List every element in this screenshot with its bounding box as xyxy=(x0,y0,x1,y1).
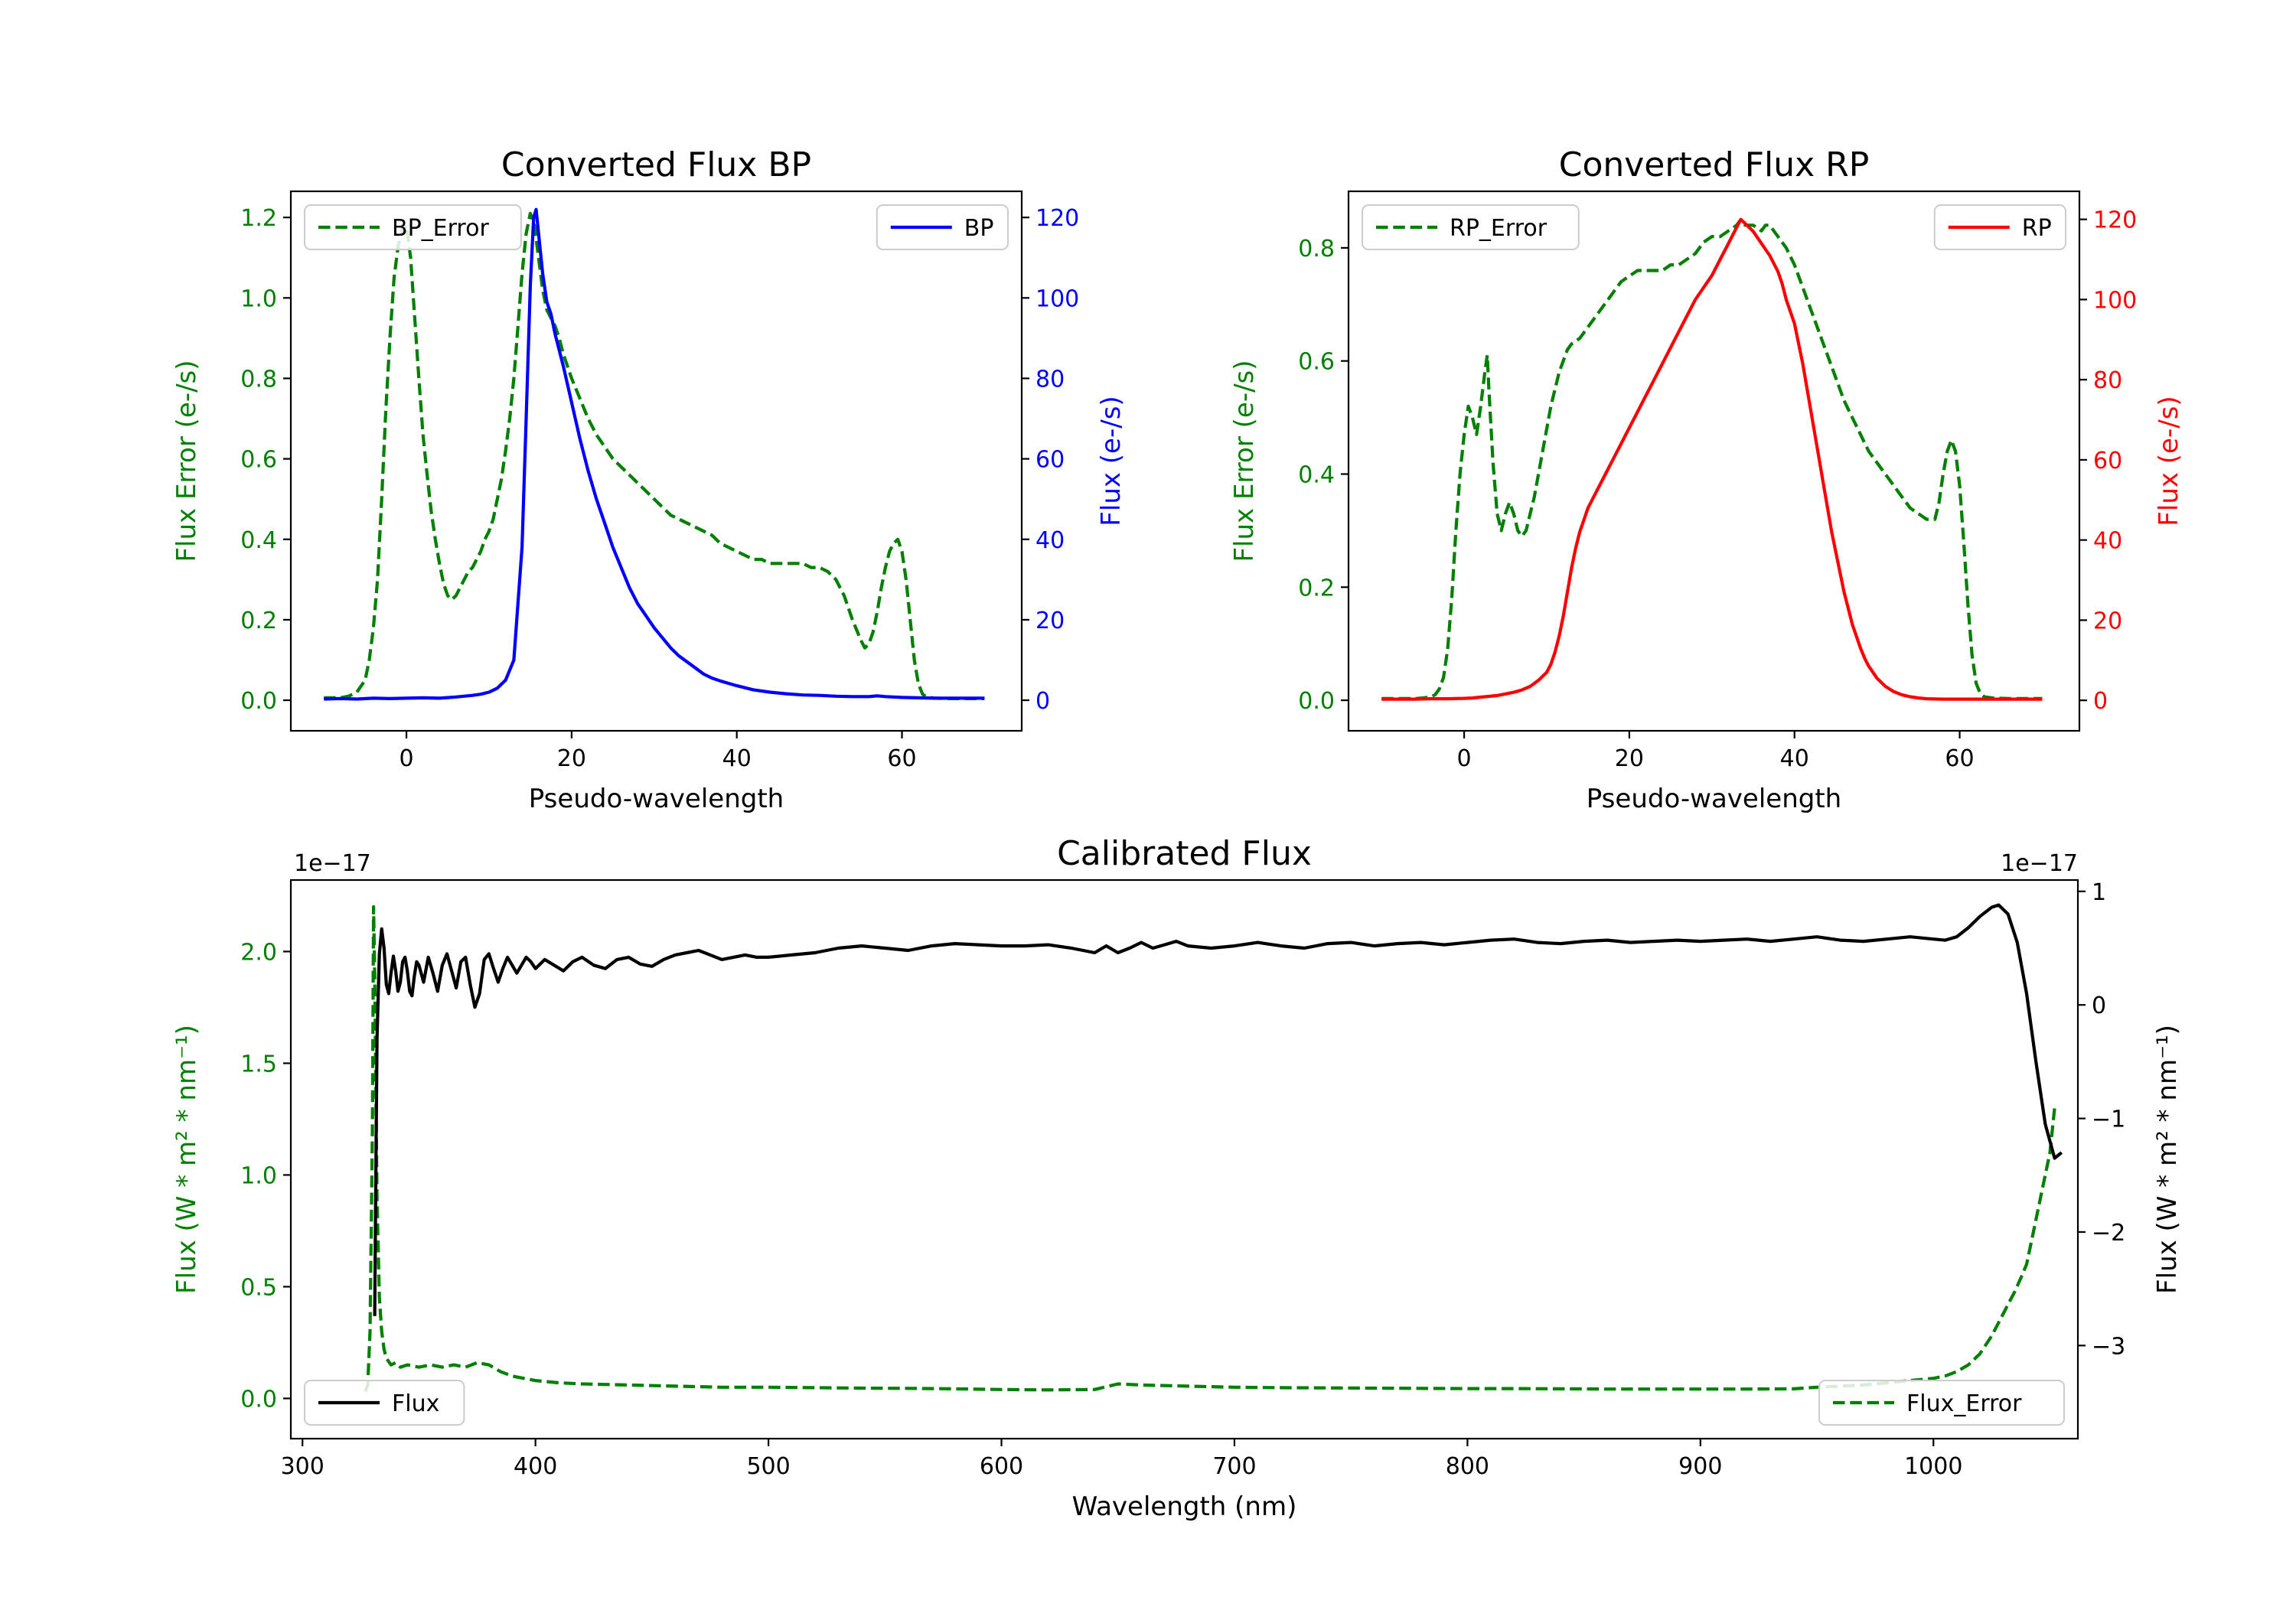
x-tick-label: 0 xyxy=(1457,745,1472,772)
chart-title: Calibrated Flux xyxy=(1057,834,1312,873)
chart-title: Converted Flux BP xyxy=(501,145,811,184)
series-line-RP xyxy=(1381,217,2043,701)
right-axis-offset: 1e−17 xyxy=(2001,850,2078,877)
y-axis-label-right: Flux (e-/s) xyxy=(2154,396,2184,526)
y-axis-label-left: Flux Error (e-/s) xyxy=(171,360,202,562)
x-tick-label: 700 xyxy=(1212,1453,1256,1480)
y-tick-label-right: 80 xyxy=(2093,367,2122,394)
series-line-Flux xyxy=(373,903,2063,1316)
plot-frame xyxy=(289,190,1023,732)
legend-label: Flux_Error xyxy=(1906,1390,2022,1417)
left-axis-offset: 1e−17 xyxy=(294,850,371,877)
y-tick-label-left: 0.6 xyxy=(240,447,277,474)
chart-bp: 0 20 40 60 0.0 0.2 0.4 0.6 0.8 1.0 1.2 0 20 40 60 80 100… xyxy=(171,145,1127,814)
legend-label: BP xyxy=(964,215,994,242)
y-tick-label-right: 100 xyxy=(2093,287,2137,314)
series-line-RP_Error xyxy=(1381,217,2043,700)
y-tick-label-right: 0 xyxy=(1035,688,1050,715)
y-tick-label-left: 0.8 xyxy=(240,366,277,393)
plot-area xyxy=(364,903,2063,1393)
y-axis-label-left: Flux Error (e-/s) xyxy=(1229,360,1260,562)
legend-Flux: Flux xyxy=(304,1380,465,1426)
y-axis-label-left: Flux (W * m² * nm⁻¹) xyxy=(171,1025,202,1294)
legend-label: BP_Error xyxy=(392,215,489,242)
legend-BP: BP xyxy=(876,204,1009,250)
y-tick-label-left: 0.5 xyxy=(240,1274,277,1301)
x-axis-label: Pseudo-wavelength xyxy=(529,784,784,814)
x-tick-label: 300 xyxy=(281,1453,325,1480)
y-tick-label-right: 60 xyxy=(1035,447,1065,474)
y-tick-label-left: 1.0 xyxy=(240,1162,277,1189)
legend-Flux_Error: Flux_Error xyxy=(1818,1380,2065,1426)
y-tick-label-right: 20 xyxy=(1035,608,1065,634)
chart-rp: 0 20 40 60 0.0 0.2 0.4 0.6 0.8 0 20 40 60 80 100 120 Con… xyxy=(1229,145,2184,814)
y-tick-label-left: 0.2 xyxy=(1298,575,1335,601)
y-axis-label-right: Flux (W * m² * nm⁻¹) xyxy=(2152,1025,2183,1294)
y-tick-label-left: 0.8 xyxy=(1298,236,1335,262)
y-tick-label-left: 0.4 xyxy=(240,527,277,554)
x-tick-label: 900 xyxy=(1678,1453,1722,1480)
x-tick-label: 60 xyxy=(1945,745,1974,772)
y-tick-label-right: 120 xyxy=(2093,207,2137,234)
y-tick-label-left: 0.0 xyxy=(240,688,277,715)
y-tick-label-left: 2.0 xyxy=(240,939,277,966)
x-tick-label: 60 xyxy=(887,745,916,772)
series-line-Flux_Error xyxy=(364,905,2056,1393)
y-tick-label-right: 80 xyxy=(1035,366,1065,393)
plot-frame xyxy=(289,878,2079,1440)
y-tick-label-right: 100 xyxy=(1035,285,1079,312)
y-tick-label-left: 0.6 xyxy=(1298,349,1335,376)
plot-area xyxy=(1381,217,2043,701)
y-tick-label-left: 1.2 xyxy=(240,205,277,232)
legend-label: Flux xyxy=(392,1390,439,1417)
y-tick-label-left: 0.4 xyxy=(1298,461,1335,488)
legend-box xyxy=(304,204,522,250)
x-tick-label: 40 xyxy=(1780,745,1809,772)
y-tick-label-left: 0.0 xyxy=(240,1386,277,1413)
x-tick-label: 400 xyxy=(514,1453,557,1480)
y-tick-label-right: 0 xyxy=(2092,993,2106,1019)
legend-box xyxy=(1362,204,1580,250)
x-tick-label: 600 xyxy=(980,1453,1023,1480)
y-tick-label-left: 1.5 xyxy=(240,1051,277,1077)
chart-calibrated: 300 400 500 600 700 800 900 1000 0.0 0.5 1.0 1.5 2.0… xyxy=(171,834,2183,1522)
legend-box xyxy=(304,1380,465,1426)
y-tick-label-right: 60 xyxy=(2093,448,2122,474)
y-tick-label-right: 40 xyxy=(2093,528,2122,555)
y-tick-label-right: −3 xyxy=(2092,1333,2125,1360)
y-tick-label-right: 120 xyxy=(1035,205,1079,232)
legend-BP_Error: BP_Error xyxy=(304,204,522,250)
legend-RP: RP xyxy=(1933,204,2067,250)
x-tick-label: 1000 xyxy=(1904,1453,1962,1480)
legend-label: RP xyxy=(2022,215,2052,242)
plot-frame xyxy=(1347,190,2081,732)
x-tick-label: 20 xyxy=(1615,745,1644,772)
x-tick-label: 800 xyxy=(1446,1453,1489,1480)
chart-title: Converted Flux RP xyxy=(1559,145,1870,184)
x-tick-label: 40 xyxy=(722,745,752,772)
legend-RP_Error: RP_Error xyxy=(1362,204,1580,250)
y-tick-label-right: 0 xyxy=(2093,688,2108,715)
y-axis-label-right: Flux (e-/s) xyxy=(1096,396,1127,526)
y-tick-label-right: 20 xyxy=(2093,608,2122,634)
y-tick-label-right: 1 xyxy=(2092,879,2106,906)
x-tick-label: 0 xyxy=(400,745,414,772)
x-axis-label: Wavelength (nm) xyxy=(1072,1491,1297,1522)
legend-box xyxy=(1818,1380,2065,1426)
y-tick-label-right: −1 xyxy=(2092,1107,2125,1133)
series-line-BP xyxy=(324,207,985,701)
y-tick-label-right: 40 xyxy=(1035,527,1065,554)
legend-label: RP_Error xyxy=(1450,215,1548,242)
y-tick-label-left: 1.0 xyxy=(240,285,277,312)
plot-area xyxy=(324,207,985,701)
y-tick-label-left: 0.0 xyxy=(1298,688,1335,715)
y-tick-label-right: −2 xyxy=(2092,1220,2125,1247)
x-tick-label: 500 xyxy=(746,1453,790,1480)
series-line-BP_Error xyxy=(324,211,985,700)
y-tick-label-left: 0.2 xyxy=(240,608,277,634)
x-axis-label: Pseudo-wavelength xyxy=(1587,784,1841,814)
x-tick-label: 20 xyxy=(557,745,586,772)
